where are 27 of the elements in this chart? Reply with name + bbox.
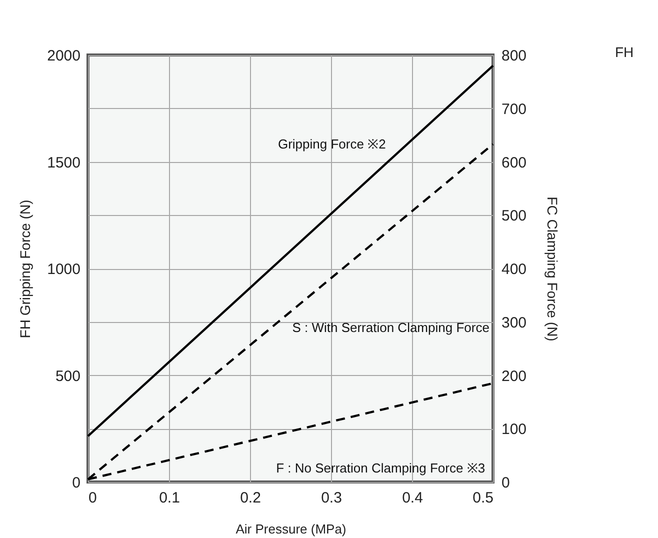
x-tick-label: 0.3 <box>321 490 342 506</box>
x-tick-label: 0.1 <box>159 490 180 506</box>
x-tick-label: 0.2 <box>240 490 261 506</box>
y-tick-label: 0 <box>72 474 80 492</box>
y2-axis-title: FC Clamping Force (N) <box>544 196 561 342</box>
y2-tick-label: 200 <box>502 368 527 385</box>
y-axis-title: FH Gripping Force (N) <box>17 200 34 338</box>
y-tick-label: 1500 <box>47 154 80 172</box>
x-tick-label: 0.4 <box>402 490 423 506</box>
y2-tick-label: 600 <box>502 154 527 172</box>
annotation: S : With Serration Clamping Force <box>292 320 490 335</box>
y-tick-label: 500 <box>55 368 80 385</box>
annotation: Gripping Force ※2 <box>278 136 386 152</box>
y2-tick-label: 400 <box>502 261 527 278</box>
text: FH <box>615 44 634 60</box>
x-axis-title: Air Pressure (MPa) <box>236 522 346 536</box>
x-tick-label: 0.5 <box>472 490 494 506</box>
y-tick-label: 1000 <box>47 261 80 278</box>
y-tick-label: 2000 <box>47 48 80 64</box>
y2-tick-label: 700 <box>502 100 527 118</box>
annotation: F : No Serration Clamping Force ※3 <box>276 460 486 476</box>
y2-tick-label: 0 <box>502 474 510 492</box>
x-tick-label: 0 <box>88 490 97 506</box>
y2-tick-label: 100 <box>502 421 527 438</box>
y2-tick-label: 500 <box>502 208 527 225</box>
y2-tick-label: 800 <box>502 48 527 64</box>
y2-tick-label: 300 <box>502 314 527 332</box>
